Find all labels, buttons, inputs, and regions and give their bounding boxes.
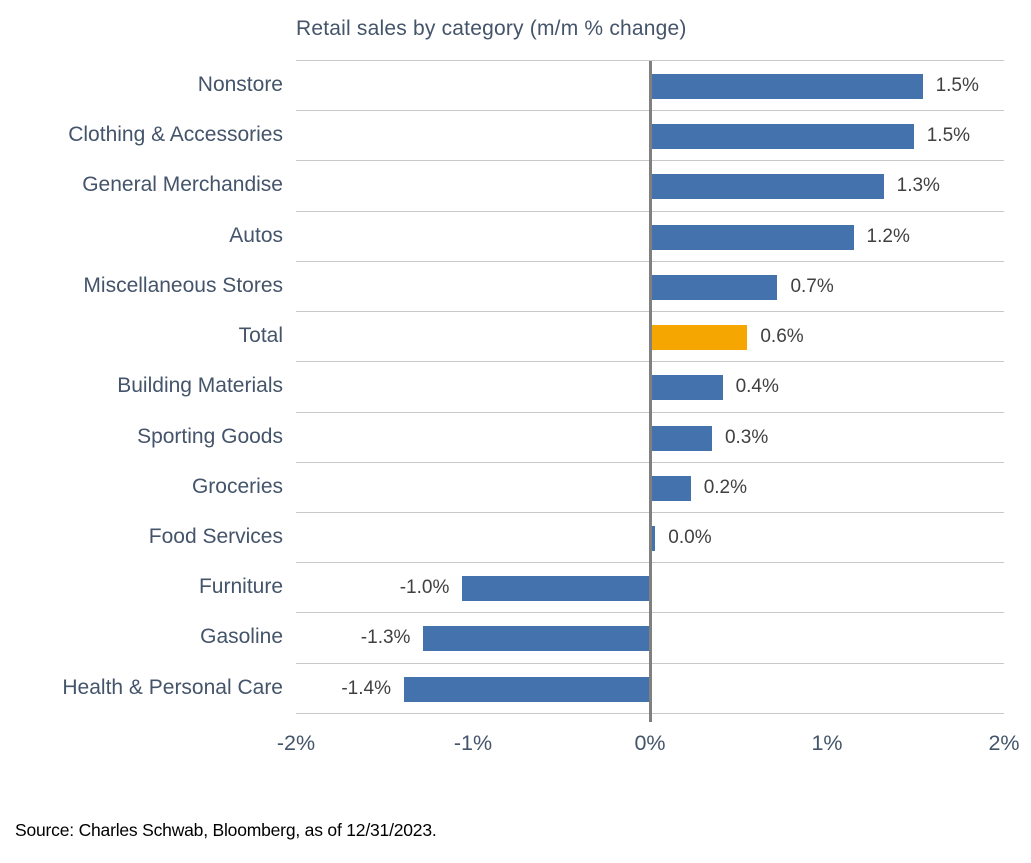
category-label: Sporting Goods (137, 424, 283, 448)
bar (462, 576, 650, 602)
bar (403, 676, 650, 702)
category-label: Food Services (148, 524, 283, 548)
bar (650, 525, 656, 551)
value-label: 1.3% (896, 175, 940, 197)
chart-title: Retail sales by category (m/m % change) (296, 17, 687, 40)
bar (650, 224, 854, 250)
value-label: 1.2% (866, 225, 910, 247)
category-label: Clothing & Accessories (68, 123, 283, 147)
category-label: General Merchandise (82, 173, 283, 197)
x-tick-label: 0% (634, 731, 666, 755)
x-tick-label: -2% (276, 731, 316, 755)
value-label: 0.0% (668, 526, 712, 548)
value-label: -1.3% (360, 627, 411, 649)
value-label: 0.3% (724, 426, 769, 448)
category-label: Health & Personal Care (62, 675, 283, 699)
category-label: Nonstore (197, 73, 283, 96)
value-label: 0.4% (735, 376, 779, 398)
bar (650, 425, 712, 451)
category-label: Furniture (198, 575, 283, 599)
value-label: 1.5% (926, 125, 971, 147)
value-label: 0.7% (790, 275, 834, 297)
x-tick-label: -1% (453, 731, 493, 755)
category-label: Autos (229, 223, 283, 247)
category-label: Total (238, 324, 283, 348)
zero-axis-line (648, 61, 652, 722)
bar (650, 375, 723, 401)
source-note: Source: Charles Schwab, Bloomberg, as of… (15, 820, 437, 840)
category-label: Miscellaneous Stores (83, 273, 283, 297)
category-label: Gasoline (200, 625, 283, 649)
value-label: -1.0% (399, 577, 450, 599)
bar (650, 325, 748, 351)
bar (423, 626, 650, 652)
bar (650, 274, 778, 300)
bar (650, 74, 923, 99)
x-tick-label: 2% (988, 731, 1020, 755)
bar (650, 174, 884, 200)
category-label: Building Materials (117, 374, 283, 398)
value-label: -1.4% (341, 677, 391, 699)
value-label: 1.5% (935, 75, 979, 96)
value-label: 0.6% (760, 326, 804, 348)
x-tick-label: 1% (811, 731, 843, 755)
category-axis: Nonstore Clothing & Accessories General Me… (0, 60, 283, 713)
plot-area: 1.5% 1.5% 1.3% 1.2% 0.7% 0.6% 0.4% 0.3% 0.2% 0.0%… (296, 60, 1004, 722)
bar (650, 124, 914, 150)
x-axis: -2% -1% 0% 1% 2% (277, 727, 1020, 763)
bar (650, 475, 691, 501)
category-label: Groceries (191, 474, 283, 498)
value-label: 0.2% (703, 476, 748, 498)
